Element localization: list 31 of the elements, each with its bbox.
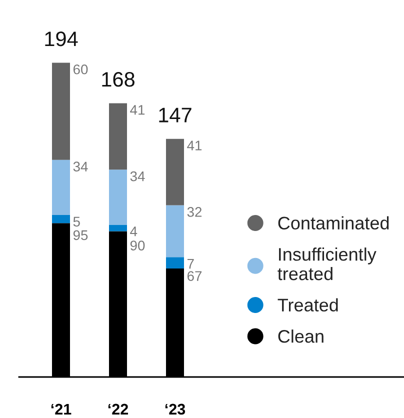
data-label: 7 — [187, 259, 194, 269]
data-label: 34 — [73, 162, 88, 172]
data-label: 60 — [73, 64, 88, 74]
bar — [52, 214, 70, 224]
bar — [109, 224, 127, 232]
data-label: 34 — [130, 171, 145, 182]
data-label: 4 — [130, 226, 138, 236]
legend-label: Treated — [278, 298, 338, 312]
x-tick-label: ‘23 — [165, 404, 186, 415]
legend-label: Clean — [278, 330, 324, 343]
x-tick-label: ‘22 — [108, 404, 128, 414]
total-label: 147 — [159, 108, 192, 122]
bar — [109, 170, 127, 225]
data-label: 5 — [73, 216, 80, 227]
bar — [166, 138, 184, 206]
bar — [52, 160, 70, 215]
total-label: 168 — [102, 72, 134, 87]
data-label: 41 — [130, 105, 145, 115]
data-label: 32 — [187, 207, 202, 217]
x-tick-label: ‘21 — [51, 404, 72, 414]
data-label: 67 — [187, 271, 202, 281]
data-label: 90 — [130, 240, 145, 250]
bar — [52, 62, 70, 160]
bar — [166, 257, 184, 268]
legend-label: Insufficiently treated — [278, 248, 376, 280]
total-label: 194 — [45, 32, 78, 46]
bar — [166, 205, 184, 258]
bar — [109, 103, 127, 170]
data-label: 41 — [187, 140, 202, 150]
legend-label: Contaminated — [278, 216, 389, 230]
data-label: 95 — [73, 230, 88, 240]
